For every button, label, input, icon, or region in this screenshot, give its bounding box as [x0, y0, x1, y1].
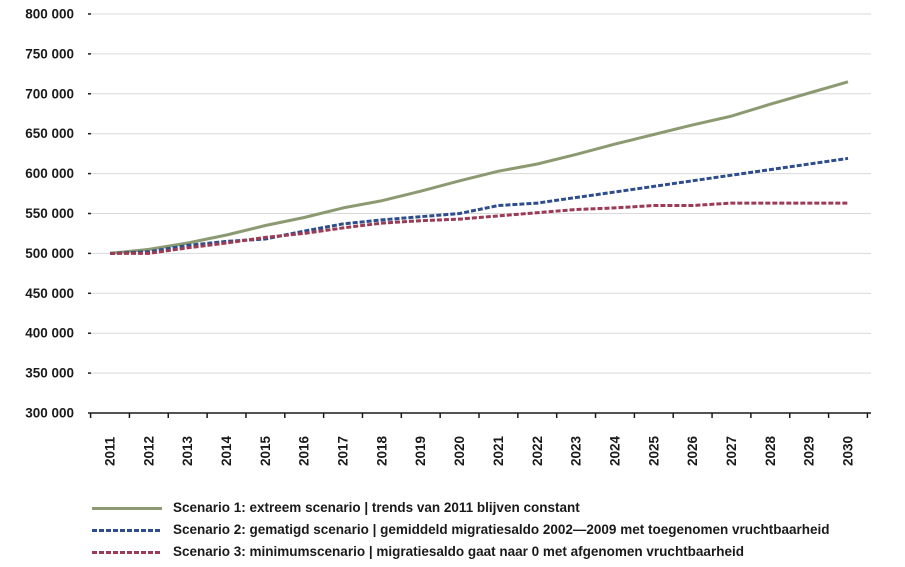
series-line-scenario-2 — [109, 156, 849, 255]
y-axis: 300 000 350 000 400 000 450 000 500 000 550 0… — [25, 7, 91, 421]
x-tick-label-2020: 2020 — [452, 436, 467, 466]
gridlines — [91, 13, 871, 374]
y-tick-label-300000: 300 000 — [25, 406, 74, 421]
x-tick-label-2019: 2019 — [413, 436, 428, 466]
legend-item-scenario-1: Scenario 1: extreem scenario | trends va… — [92, 497, 905, 519]
x-tick-label-2017: 2017 — [336, 436, 351, 466]
x-tick-label-2013: 2013 — [180, 435, 195, 466]
y-tick-label-650000: 650 000 — [25, 126, 74, 141]
legend-label-scenario-2: Scenario 2: gematigd scenario | gemiddel… — [173, 522, 830, 537]
legend-swatch-scenario-3 — [92, 551, 162, 554]
x-tick-label-2030: 2030 — [841, 436, 856, 466]
legend-label-scenario-3: Scenario 3: minimumscenario | migratiesa… — [173, 544, 744, 559]
legend-item-scenario-3: Scenario 3: minimumscenario | migratiesa… — [92, 541, 905, 563]
x-tick-label-2023: 2023 — [569, 435, 584, 466]
y-tick-label-350000: 350 000 — [25, 366, 74, 381]
y-tick-label-450000: 450 000 — [25, 286, 74, 301]
x-tick-label-2026: 2026 — [685, 435, 700, 466]
x-tick-label-2016: 2016 — [297, 435, 312, 466]
line-chart: 300 000 350 000 400 000 450 000 500 000 550 0… — [25, 7, 871, 466]
x-tick-label-2027: 2027 — [724, 436, 739, 466]
y-tick-label-600000: 600 000 — [25, 166, 74, 181]
y-tick-label-700000: 700 000 — [25, 86, 74, 101]
y-tick-label-500000: 500 000 — [25, 246, 74, 261]
x-tick-label-2025: 2025 — [646, 435, 661, 466]
x-tick-label-2021: 2021 — [491, 435, 506, 466]
series-lines — [109, 80, 849, 255]
x-tick-label-2028: 2028 — [763, 435, 778, 466]
y-tick-label-800000: 800 000 — [25, 7, 74, 22]
x-tick-label-2029: 2029 — [802, 436, 817, 466]
legend-label-scenario-1: Scenario 1: extreem scenario | trends va… — [173, 500, 580, 515]
x-tick-label-2018: 2018 — [374, 435, 389, 466]
y-tick-label-400000: 400 000 — [25, 326, 74, 341]
y-tick-label-550000: 550 000 — [25, 206, 74, 221]
series-line-scenario-3 — [110, 201, 848, 255]
series-line-scenario-1 — [109, 80, 849, 255]
x-tick-label-2024: 2024 — [607, 435, 622, 466]
x-tick-label-2011: 2011 — [103, 436, 118, 466]
legend-item-scenario-2: Scenario 2: gematigd scenario | gemiddel… — [92, 519, 905, 541]
x-tick-label-2012: 2012 — [141, 436, 156, 466]
x-tick-label-2022: 2022 — [530, 436, 545, 466]
legend: Scenario 1: extreem scenario | trends va… — [92, 497, 905, 563]
x-tick-label-2015: 2015 — [258, 435, 273, 466]
x-axis: 2011 2012 2013 2014 2015 2016 2017 2018 2019 2020… — [89, 412, 871, 466]
legend-swatch-scenario-2 — [92, 529, 162, 532]
x-tick-label-2014: 2014 — [219, 435, 234, 466]
y-tick-label-750000: 750 000 — [25, 46, 74, 61]
legend-swatch-scenario-1 — [92, 507, 162, 510]
